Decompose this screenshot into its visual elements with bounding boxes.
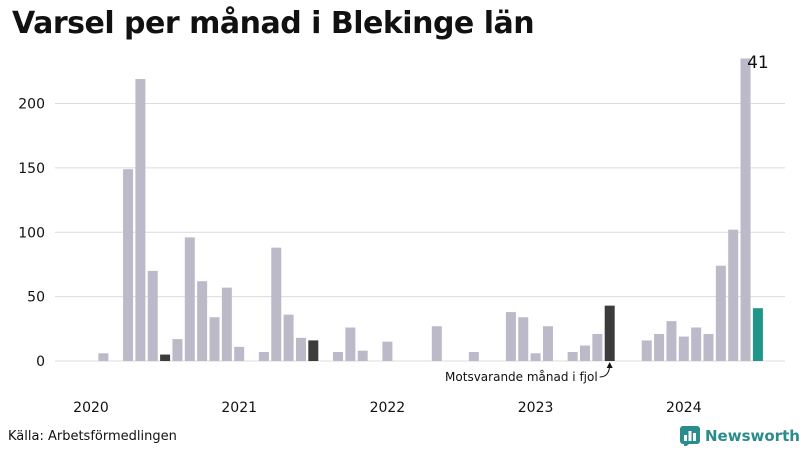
bar xyxy=(221,287,232,361)
bar xyxy=(715,265,726,361)
bar xyxy=(728,229,739,361)
bar-chart: 0 50 100 150 200 2020 2021 2022 2023 2024 41 Mots… xyxy=(18,53,785,416)
bar xyxy=(567,351,578,361)
y-tick-label: 0 xyxy=(36,354,45,370)
bar xyxy=(641,340,652,361)
bar xyxy=(468,351,479,361)
bar xyxy=(333,351,343,361)
bars xyxy=(98,58,763,361)
bar xyxy=(604,305,615,361)
y-axis: 0 50 100 150 200 xyxy=(18,97,45,371)
bar xyxy=(505,312,516,361)
bar xyxy=(283,314,294,361)
bar xyxy=(308,340,319,361)
bar xyxy=(678,336,689,361)
x-tick-label: 2022 xyxy=(370,400,406,416)
bar xyxy=(530,353,541,361)
bar xyxy=(197,281,208,361)
current-value-label: 41 xyxy=(747,53,769,73)
x-tick-label: 2023 xyxy=(518,400,554,416)
bar xyxy=(184,237,195,361)
y-tick-label: 100 xyxy=(18,225,45,241)
bar xyxy=(357,350,368,361)
bar xyxy=(345,327,356,361)
bar xyxy=(135,79,146,361)
bar xyxy=(147,270,158,361)
bar xyxy=(703,333,714,361)
annotation-text: Motsvarande månad i fjol xyxy=(445,370,598,384)
bar xyxy=(234,346,245,361)
bar xyxy=(752,308,763,361)
annotation-arrowhead xyxy=(606,362,613,368)
bar xyxy=(654,333,665,361)
bar xyxy=(160,354,171,361)
x-axis: 2020 2021 2022 2023 2024 xyxy=(73,400,702,416)
bar xyxy=(209,317,220,361)
y-tick-label: 50 xyxy=(27,290,45,306)
annotations: 41 Motsvarande månad i fjol xyxy=(445,53,769,384)
bar xyxy=(271,247,282,361)
bar xyxy=(172,339,183,361)
y-tick-label: 150 xyxy=(18,161,45,177)
bar xyxy=(580,345,590,361)
source-note: Källa: Arbetsförmedlingen xyxy=(8,429,177,444)
bar xyxy=(295,337,306,361)
brand-logo: Newsworthy xyxy=(680,426,800,446)
x-tick-label: 2021 xyxy=(221,400,257,416)
x-tick-label: 2020 xyxy=(73,400,109,416)
bar xyxy=(431,326,442,361)
bar xyxy=(666,321,677,361)
chart-title: Varsel per månad i Blekinge län xyxy=(12,6,535,41)
bar xyxy=(518,317,529,361)
bar xyxy=(542,326,553,361)
bar xyxy=(382,341,393,361)
bar xyxy=(98,353,109,361)
bar-chart-icon xyxy=(680,426,700,446)
bar xyxy=(740,58,751,361)
bar xyxy=(123,169,134,361)
y-tick-label: 200 xyxy=(18,97,45,113)
bar xyxy=(691,327,702,361)
bar xyxy=(592,333,603,361)
brand-name: Newsworthy xyxy=(705,427,800,445)
bar xyxy=(258,351,269,361)
x-tick-label: 2024 xyxy=(666,400,702,416)
